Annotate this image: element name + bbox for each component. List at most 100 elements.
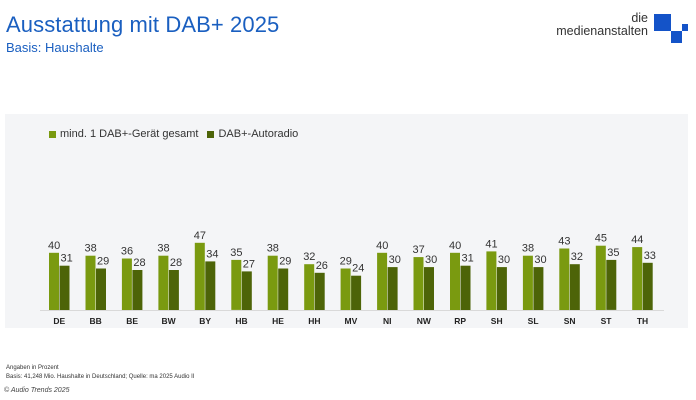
bar-rp-geraet xyxy=(450,252,460,310)
bar-ni-geraet xyxy=(377,252,388,310)
data-label-nw-autoradio: 30 xyxy=(425,254,437,266)
x-tick-label-st: ST xyxy=(601,316,613,326)
data-label-sh-geraet: 41 xyxy=(485,238,497,250)
x-tick-label-bb: BB xyxy=(90,316,102,326)
data-label-de-autoradio: 31 xyxy=(61,253,73,265)
bar-th-autoradio xyxy=(642,262,653,310)
data-label-mv-autoradio: 24 xyxy=(352,263,364,275)
data-label-bb-geraet: 38 xyxy=(85,243,97,255)
bar-sl-geraet xyxy=(522,255,533,310)
bar-de-geraet xyxy=(49,252,59,310)
page-subtitle: Basis: Haushalte xyxy=(6,40,104,55)
bar-mv-geraet xyxy=(340,268,351,310)
x-tick-label-ni: NI xyxy=(383,316,392,326)
bar-bb-geraet xyxy=(85,255,96,310)
bar-hh-geraet xyxy=(304,264,315,310)
legend-item-autoradio: DAB+-Autoradio xyxy=(207,128,298,140)
x-tick-label-sn: SN xyxy=(564,316,576,326)
x-tick-label-rp: RP xyxy=(454,316,466,326)
bar-by-geraet xyxy=(194,242,205,310)
x-tick-label-nw: NW xyxy=(417,316,432,326)
x-tick-label-hh: HH xyxy=(308,316,320,326)
data-label-mv-geraet: 29 xyxy=(340,256,352,268)
data-label-sl-autoradio: 30 xyxy=(534,254,546,266)
data-label-be-autoradio: 28 xyxy=(133,257,145,269)
bar-rp-autoradio xyxy=(460,265,471,310)
x-tick-label-sl: SL xyxy=(528,316,539,326)
bar-nw-autoradio xyxy=(424,267,434,310)
bar-mv-autoradio xyxy=(351,275,362,310)
data-label-hb-geraet: 35 xyxy=(230,247,242,259)
x-tick-label-th: TH xyxy=(637,316,648,326)
data-label-sn-geraet: 43 xyxy=(558,236,570,248)
legend-label-geraet: mind. 1 DAB+-Gerät gesamt xyxy=(60,128,199,140)
x-tick-label-mv: MV xyxy=(345,316,358,326)
bar-he-autoradio xyxy=(278,268,289,310)
data-label-hh-autoradio: 26 xyxy=(316,260,328,272)
x-tick-label-de: DE xyxy=(53,316,65,326)
data-label-bb-autoradio: 29 xyxy=(97,256,109,268)
x-tick-label-bw: BW xyxy=(162,316,177,326)
data-label-st-geraet: 45 xyxy=(595,233,607,245)
data-label-hb-autoradio: 27 xyxy=(243,258,255,270)
data-label-by-geraet: 47 xyxy=(194,230,206,242)
bar-hb-autoradio xyxy=(241,271,252,310)
x-tick-label-be: BE xyxy=(126,316,138,326)
data-label-nw-geraet: 37 xyxy=(413,244,425,256)
bar-be-autoradio xyxy=(132,270,143,310)
legend-label-autoradio: DAB+-Autoradio xyxy=(218,128,299,140)
bar-bw-autoradio xyxy=(168,270,179,310)
logo-icon xyxy=(654,14,688,44)
bar-sh-geraet xyxy=(486,251,497,310)
page-title: Ausstattung mit DAB+ 2025 xyxy=(6,12,280,37)
bar-sn-autoradio xyxy=(569,264,580,310)
data-label-sl-geraet: 38 xyxy=(522,243,534,255)
data-label-he-autoradio: 29 xyxy=(279,256,291,268)
x-tick-label-by: BY xyxy=(199,316,211,326)
bar-st-autoradio xyxy=(606,259,617,310)
data-label-ni-geraet: 40 xyxy=(376,240,388,252)
bar-de-autoradio xyxy=(59,265,70,310)
bar-ni-autoradio xyxy=(387,267,398,310)
footnote-unit: Angaben in Prozent xyxy=(6,365,59,371)
legend-item-geraet: mind. 1 DAB+-Gerät gesamt xyxy=(49,128,198,140)
bar-bw-geraet xyxy=(158,255,169,310)
logo-text: die medienanstalten xyxy=(556,12,648,38)
bar-hb-geraet xyxy=(231,259,242,310)
footnote-source: Basis: 41,248 Mio. Haushalte in Deutschl… xyxy=(6,374,195,380)
data-label-he-geraet: 38 xyxy=(267,243,279,255)
copyright: © Audio Trends 2025 xyxy=(4,387,70,394)
x-tick-label-sh: SH xyxy=(491,316,503,326)
bar-st-geraet xyxy=(595,245,606,310)
data-label-sn-autoradio: 32 xyxy=(571,251,583,263)
bar-sn-geraet xyxy=(559,248,570,310)
chart-legend: mind. 1 DAB+-Gerät gesamt DAB+-Autoradio xyxy=(49,128,307,140)
data-label-bw-autoradio: 28 xyxy=(170,257,182,269)
data-label-sh-autoradio: 30 xyxy=(498,254,510,266)
data-label-be-geraet: 36 xyxy=(121,246,133,258)
data-label-st-autoradio: 35 xyxy=(607,247,619,259)
bar-nw-geraet xyxy=(413,257,424,310)
legend-swatch-autoradio xyxy=(207,130,215,138)
data-label-th-autoradio: 33 xyxy=(644,250,656,262)
logo-line-2: medienanstalten xyxy=(556,24,648,38)
bar-bb-autoradio xyxy=(96,268,106,310)
bar-by-autoradio xyxy=(205,261,216,310)
data-label-rp-geraet: 40 xyxy=(449,240,461,252)
logo-line-1: die xyxy=(631,11,648,25)
data-label-de-geraet: 40 xyxy=(48,240,60,252)
data-label-by-autoradio: 34 xyxy=(206,248,218,260)
bar-he-geraet xyxy=(267,255,278,310)
data-label-rp-autoradio: 31 xyxy=(462,253,474,265)
x-tick-label-he: HE xyxy=(272,316,284,326)
legend-swatch-geraet xyxy=(49,130,56,138)
data-label-bw-geraet: 38 xyxy=(157,243,169,255)
bar-sh-autoradio xyxy=(496,267,507,310)
bar-th-geraet xyxy=(632,247,643,310)
bar-sl-autoradio xyxy=(533,267,544,310)
bar-be-geraet xyxy=(121,258,132,310)
bar-hh-autoradio xyxy=(314,272,325,310)
data-label-th-geraet: 44 xyxy=(631,234,643,246)
x-tick-label-hb: HB xyxy=(235,316,247,326)
